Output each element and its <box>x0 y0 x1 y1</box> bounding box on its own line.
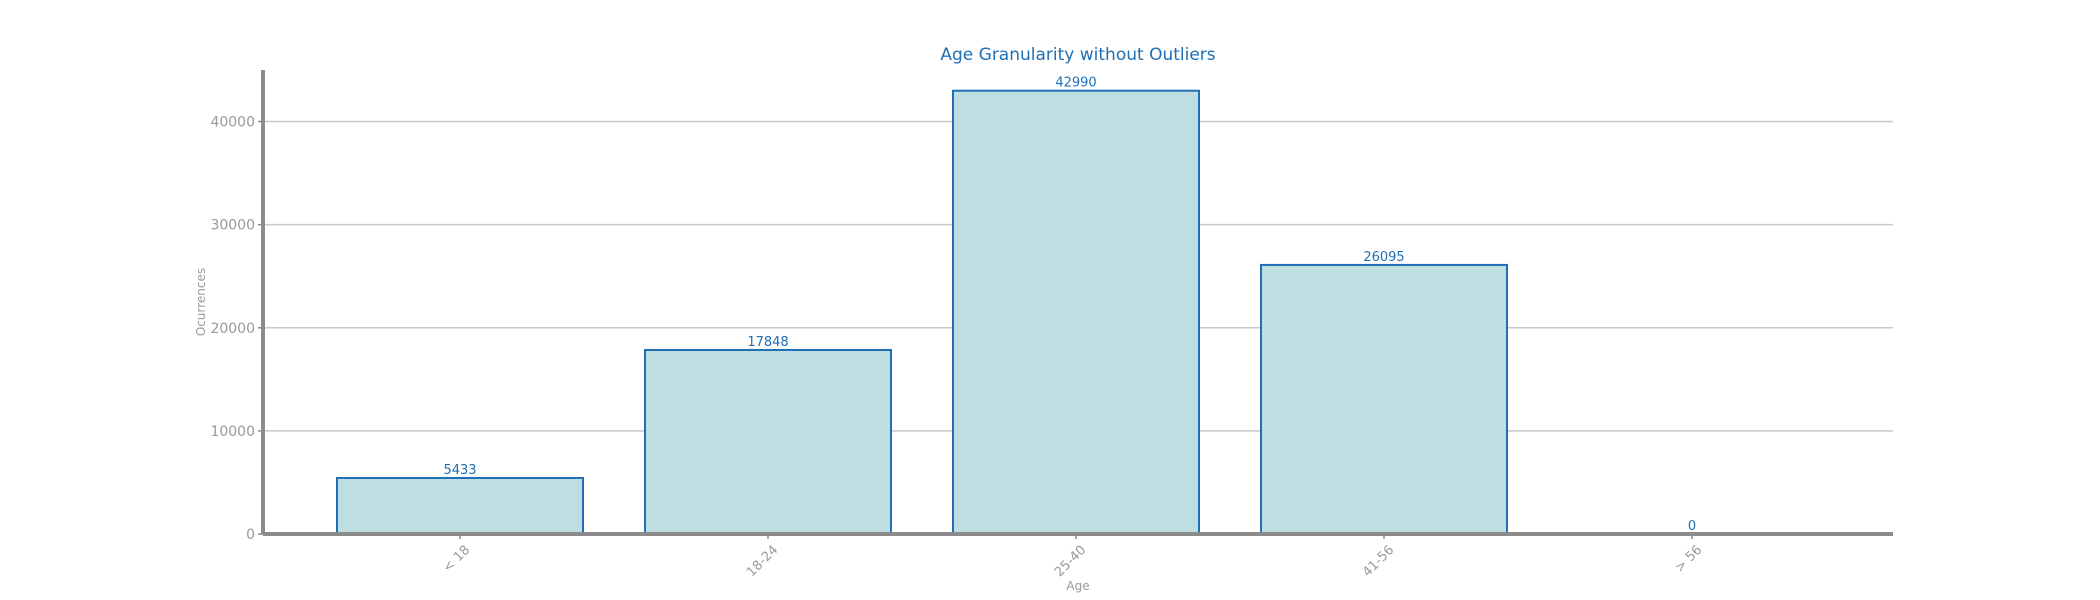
bar <box>952 89 1200 535</box>
bar-value-label: 42990 <box>1055 76 1096 91</box>
bar-value-labels: 5433 17848 42990 26095 0 <box>443 76 1696 534</box>
y-tick-label: 40000 <box>210 115 255 131</box>
bar <box>1260 263 1508 535</box>
x-axis-ticks: < 18 18-24 25-40 41-56 > 56 <box>440 534 1705 580</box>
bar-value-label: 26095 <box>1363 250 1404 265</box>
bar-value-label: 5433 <box>443 463 476 478</box>
chart-title: Age Granularity without Outliers <box>940 45 1215 65</box>
y-tick-label: 10000 <box>210 424 255 440</box>
y-tick-label: 0 <box>246 527 255 543</box>
x-tick-label: < 18 <box>440 543 473 576</box>
x-tick-label: 18-24 <box>744 543 781 580</box>
x-tick-label: > 56 <box>1672 543 1705 576</box>
y-axis-ticks: 0 10000 20000 30000 40000 <box>210 115 263 543</box>
y-axis-label: Ocurrences <box>194 268 208 336</box>
bar <box>336 476 584 536</box>
y-tick-label: 30000 <box>210 218 255 234</box>
bar-value-label: 17848 <box>747 335 788 350</box>
x-axis-label: Age <box>1066 579 1089 593</box>
y-tick-label: 20000 <box>210 321 255 337</box>
bars <box>336 89 1508 536</box>
axes-spines <box>261 70 1893 536</box>
x-tick-label: 41-56 <box>1360 543 1397 580</box>
bar <box>644 348 892 535</box>
bar-value-label: 0 <box>1688 519 1696 534</box>
x-tick-label: 25-40 <box>1052 543 1089 580</box>
